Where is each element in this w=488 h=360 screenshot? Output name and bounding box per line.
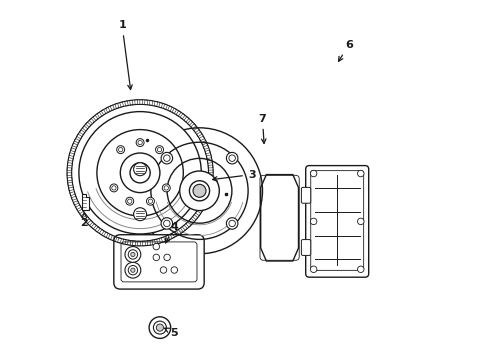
Circle shape [133,163,146,176]
Text: 6: 6 [338,40,352,61]
Circle shape [120,153,160,193]
Circle shape [156,324,163,331]
Circle shape [179,171,219,211]
Circle shape [149,317,170,338]
Circle shape [171,267,177,273]
Circle shape [125,247,141,262]
Circle shape [161,218,172,229]
Circle shape [163,254,170,261]
Text: 7: 7 [258,114,266,143]
Text: 4: 4 [165,222,178,243]
Circle shape [189,181,209,201]
Circle shape [133,124,265,257]
Circle shape [125,197,133,205]
Circle shape [161,152,172,164]
FancyBboxPatch shape [301,240,310,256]
Circle shape [130,252,135,257]
Circle shape [193,184,205,197]
Polygon shape [82,194,89,210]
Circle shape [136,139,144,147]
Circle shape [226,218,238,229]
FancyBboxPatch shape [305,166,368,277]
Circle shape [128,266,137,275]
Text: 5: 5 [164,328,178,338]
Circle shape [357,170,363,177]
Circle shape [153,254,159,261]
Circle shape [146,197,154,205]
Circle shape [130,163,150,183]
Circle shape [153,321,166,334]
Circle shape [310,266,316,273]
Circle shape [79,112,201,234]
Circle shape [133,208,146,221]
Text: 1: 1 [118,20,132,90]
Circle shape [160,267,166,273]
Circle shape [136,128,262,254]
Circle shape [310,218,316,225]
Circle shape [153,243,159,250]
Circle shape [110,184,118,192]
Circle shape [357,266,363,273]
FancyBboxPatch shape [114,235,204,289]
Circle shape [226,152,238,164]
Circle shape [117,146,124,154]
Circle shape [130,268,135,273]
Circle shape [65,98,214,247]
FancyBboxPatch shape [301,188,310,203]
Circle shape [125,262,141,278]
Circle shape [310,170,316,177]
Text: 3: 3 [212,170,255,181]
Circle shape [155,146,163,154]
Circle shape [128,250,137,259]
Circle shape [357,218,363,225]
Text: 2: 2 [80,212,88,228]
Circle shape [162,184,170,192]
